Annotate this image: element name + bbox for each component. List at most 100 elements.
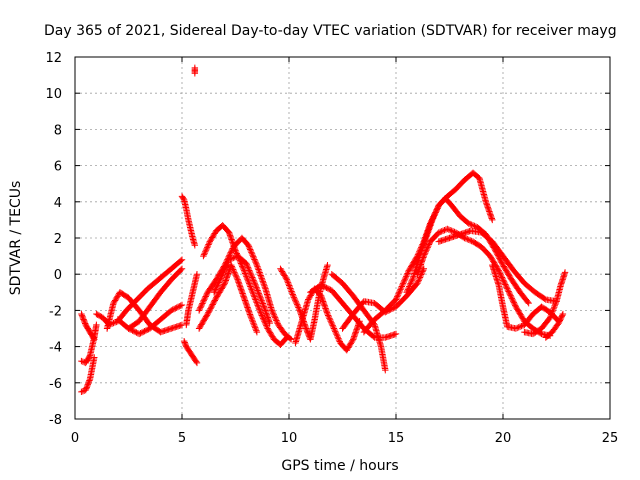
data-point [83, 385, 90, 392]
data-point [498, 272, 505, 280]
data-point [91, 354, 98, 361]
data-point [468, 221, 475, 228]
data-point [248, 272, 255, 280]
data-point [248, 249, 255, 256]
data-point [548, 311, 555, 318]
data-point [251, 256, 258, 263]
data-point [317, 281, 325, 289]
data-point [437, 228, 444, 236]
data-point [136, 330, 143, 338]
data-point [324, 261, 331, 269]
data-point [210, 231, 218, 239]
data-point [253, 300, 261, 308]
data-point [257, 294, 264, 301]
data-point [499, 260, 506, 267]
data-point [168, 307, 175, 314]
data-point [321, 283, 329, 291]
data-point [510, 298, 517, 305]
data-point [430, 213, 437, 221]
data-point [205, 308, 213, 315]
data-point [421, 251, 428, 258]
data-point [110, 319, 117, 327]
data-point [254, 263, 261, 270]
data-point [515, 324, 522, 331]
grid [75, 57, 610, 419]
data-point [283, 276, 291, 283]
data-point [247, 247, 254, 255]
data-point [274, 320, 281, 327]
data-point [258, 298, 266, 306]
data-point [170, 305, 178, 313]
data-point [246, 268, 254, 276]
data-point [324, 312, 332, 319]
data-point [203, 245, 210, 253]
data-point [230, 267, 237, 275]
data-point [253, 327, 260, 334]
data-point [266, 328, 273, 335]
data-point [401, 277, 408, 284]
data-point [268, 332, 275, 339]
data-point [512, 325, 520, 332]
data-point [247, 271, 255, 278]
data-point [514, 324, 521, 332]
data-point [201, 250, 208, 257]
data-point [284, 279, 292, 286]
data-point [294, 302, 301, 310]
data-point [414, 278, 422, 286]
data-point [203, 291, 210, 299]
data-point [222, 263, 230, 271]
data-point [253, 328, 261, 336]
data-point [247, 312, 254, 320]
data-point [205, 239, 213, 247]
data-point [144, 326, 151, 334]
data-point [465, 220, 472, 227]
series-spike-a [178, 193, 199, 249]
data-point [550, 304, 558, 311]
data-point [499, 275, 506, 283]
data-point [140, 328, 147, 336]
data-point [469, 222, 477, 229]
data-point [403, 271, 411, 279]
data-point [198, 301, 205, 309]
data-point [249, 275, 257, 283]
data-point [510, 299, 518, 306]
data-point [398, 283, 405, 290]
data-point [207, 237, 214, 244]
data-point [245, 278, 252, 286]
data-point [244, 264, 252, 271]
data-point [249, 290, 257, 297]
data-point [496, 256, 504, 263]
data-point [425, 242, 432, 250]
data-point [511, 300, 518, 308]
data-point [282, 275, 290, 282]
data-point [343, 347, 350, 354]
data-point [304, 329, 311, 336]
data-point [500, 278, 508, 285]
data-point [288, 288, 295, 295]
chart-title: Day 365 of 2021, Sidereal Day-to-day VTE… [44, 23, 617, 39]
data-point [305, 296, 312, 303]
data-point [250, 291, 257, 299]
data-point [284, 277, 291, 285]
data-point [525, 299, 532, 307]
data-point [172, 305, 179, 312]
data-point [81, 318, 88, 326]
data-point [295, 305, 303, 313]
data-point [205, 309, 212, 316]
data-point [273, 317, 280, 324]
data-point [466, 220, 474, 228]
data-point [112, 295, 120, 303]
data-point [261, 284, 269, 291]
data-point [258, 312, 266, 319]
data-point [218, 273, 225, 281]
data-point [199, 298, 207, 306]
data-point [253, 285, 261, 293]
data-point [254, 264, 262, 272]
data-point [402, 274, 409, 282]
data-point [244, 276, 251, 283]
data-point [561, 269, 569, 276]
data-point [261, 282, 268, 289]
data-point [178, 256, 186, 263]
data-point [141, 328, 148, 335]
series-arc3 [78, 354, 98, 396]
